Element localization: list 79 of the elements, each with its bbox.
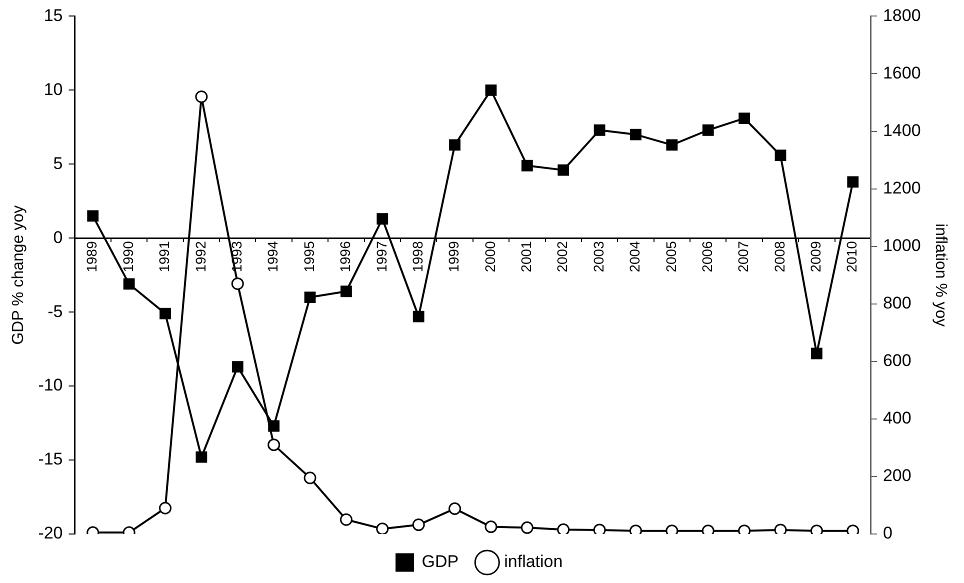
y2-tick-label: 1600 (882, 63, 921, 82)
x-tick-label: 2000 (482, 240, 498, 272)
point (448, 502, 462, 515)
y2-tick-label: 200 (882, 466, 912, 486)
point (520, 521, 534, 534)
point (340, 513, 352, 526)
point (484, 520, 498, 534)
y2-tick-label: 400 (882, 408, 912, 428)
x-tick-label: 1990 (120, 240, 136, 272)
point (268, 420, 280, 432)
x-tick-label: 2001 (518, 240, 534, 272)
point (558, 164, 570, 176)
point (594, 124, 606, 136)
y-tick-label: -20 (38, 524, 63, 543)
y-tick-label: 5 (53, 154, 63, 173)
point (412, 518, 425, 532)
y-tick-label: -15 (38, 450, 63, 469)
y-tick-label: 15 (44, 6, 63, 25)
x-tick-label: 1989 (84, 240, 100, 272)
legend-label: inflation (504, 552, 563, 572)
point (159, 502, 172, 514)
point (847, 176, 859, 188)
y-tick-label: 0 (53, 228, 63, 247)
x-tick-label: 1995 (300, 240, 317, 272)
y-tick-label: 10 (44, 80, 63, 99)
x-tick-label: 2010 (844, 240, 860, 272)
x-tick-label: 2002 (554, 240, 570, 272)
point (268, 438, 280, 452)
point (630, 128, 642, 140)
point (196, 451, 208, 463)
x-tick-label: 2008 (771, 240, 788, 272)
y2-axis-title: inflation % yoy (932, 224, 949, 327)
point (449, 139, 460, 151)
point (521, 160, 533, 172)
point (557, 523, 570, 534)
point (87, 210, 99, 222)
point (340, 286, 352, 298)
point (304, 292, 316, 303)
point (195, 90, 208, 103)
point (412, 310, 424, 322)
y2-tick-label: 800 (882, 294, 912, 313)
x-tick-label: 2009 (808, 240, 824, 272)
x-tick-label: 1991 (156, 240, 172, 272)
point (774, 524, 787, 534)
y2-tick-label: 600 (882, 351, 912, 370)
point (304, 472, 316, 484)
x-tick-label: 2003 (590, 240, 606, 272)
x-tick-label: 2007 (735, 240, 752, 272)
point (231, 277, 244, 290)
point (376, 213, 388, 225)
y-tick-label: -10 (38, 376, 63, 395)
point (376, 522, 389, 534)
point (810, 348, 822, 360)
point (123, 278, 135, 290)
x-tick-label: 2005 (662, 240, 679, 272)
x-tick-label: 1996 (337, 240, 354, 272)
point (774, 150, 786, 161)
legend-label: GDP (422, 552, 459, 572)
x-tick-label: 2004 (626, 240, 643, 272)
point (738, 112, 750, 124)
x-tick-label: 2006 (698, 240, 715, 272)
y2-tick-label: 0 (882, 524, 892, 543)
y-axis-title: GDP % change yoy (10, 205, 28, 345)
x-tick-label: 1998 (409, 240, 426, 272)
point (232, 361, 244, 373)
x-tick-label: 1992 (192, 240, 208, 272)
y2-tick-label: 1800 (882, 6, 921, 25)
x-tick-label: 1994 (264, 240, 281, 272)
point (666, 139, 678, 151)
x-tick-label: 1999 (446, 240, 462, 272)
y2-tick-label: 1000 (882, 236, 921, 256)
point (593, 524, 606, 534)
point (702, 124, 714, 136)
y2-tick-label: 1400 (882, 120, 921, 140)
point (160, 308, 171, 320)
x-tick-label: 1997 (373, 240, 390, 272)
y2-tick-label: 1200 (882, 178, 921, 198)
point (485, 84, 497, 96)
y-tick-label: -5 (48, 302, 63, 321)
